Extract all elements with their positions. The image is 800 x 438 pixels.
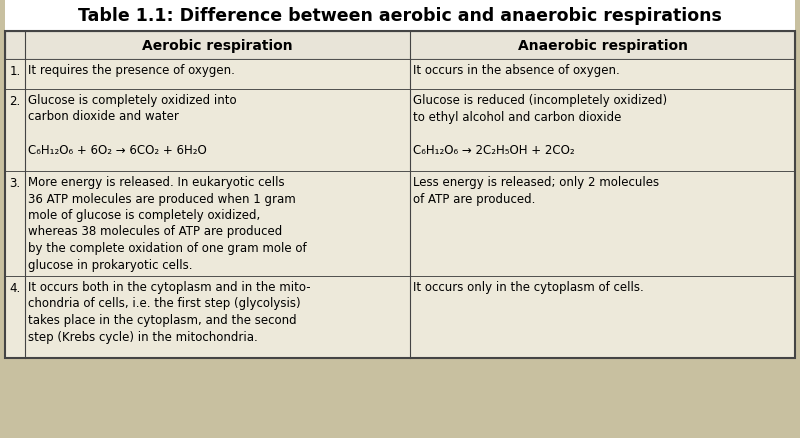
Text: It occurs only in the cytoplasm of cells.: It occurs only in the cytoplasm of cells…	[413, 280, 644, 293]
Text: Anaerobic respiration: Anaerobic respiration	[518, 39, 687, 53]
FancyBboxPatch shape	[5, 32, 795, 60]
Text: 1.: 1.	[10, 65, 21, 78]
FancyBboxPatch shape	[410, 60, 795, 90]
Text: 3.: 3.	[10, 177, 21, 190]
Text: More energy is released. In eukaryotic cells
36 ATP molecules are produced when : More energy is released. In eukaryotic c…	[28, 176, 306, 271]
FancyBboxPatch shape	[410, 172, 795, 276]
Text: 4.: 4.	[10, 281, 21, 294]
FancyBboxPatch shape	[410, 276, 795, 358]
FancyBboxPatch shape	[5, 0, 795, 32]
Text: Less energy is released; only 2 molecules
of ATP are produced.: Less energy is released; only 2 molecule…	[413, 176, 659, 205]
Text: Aerobic respiration: Aerobic respiration	[142, 39, 293, 53]
FancyBboxPatch shape	[25, 276, 410, 358]
FancyBboxPatch shape	[5, 60, 25, 90]
Text: It occurs both in the cytoplasm and in the mito-
chondria of cells, i.e. the fir: It occurs both in the cytoplasm and in t…	[28, 280, 310, 343]
FancyBboxPatch shape	[5, 172, 25, 276]
Text: Glucose is completely oxidized into
carbon dioxide and water

C₆H₁₂O₆ + 6O₂ → 6C: Glucose is completely oxidized into carb…	[28, 94, 237, 156]
FancyBboxPatch shape	[5, 276, 25, 358]
FancyBboxPatch shape	[5, 90, 25, 172]
Text: It occurs in the absence of oxygen.: It occurs in the absence of oxygen.	[413, 64, 620, 77]
Text: Table 1.1: Difference between aerobic and anaerobic respirations: Table 1.1: Difference between aerobic an…	[78, 7, 722, 25]
FancyBboxPatch shape	[25, 172, 410, 276]
FancyBboxPatch shape	[25, 60, 410, 90]
FancyBboxPatch shape	[25, 90, 410, 172]
Text: Glucose is reduced (incompletely oxidized)
to ethyl alcohol and carbon dioxide

: Glucose is reduced (incompletely oxidize…	[413, 94, 667, 156]
FancyBboxPatch shape	[410, 90, 795, 172]
Text: It requires the presence of oxygen.: It requires the presence of oxygen.	[28, 64, 235, 77]
Text: 2.: 2.	[10, 95, 21, 108]
